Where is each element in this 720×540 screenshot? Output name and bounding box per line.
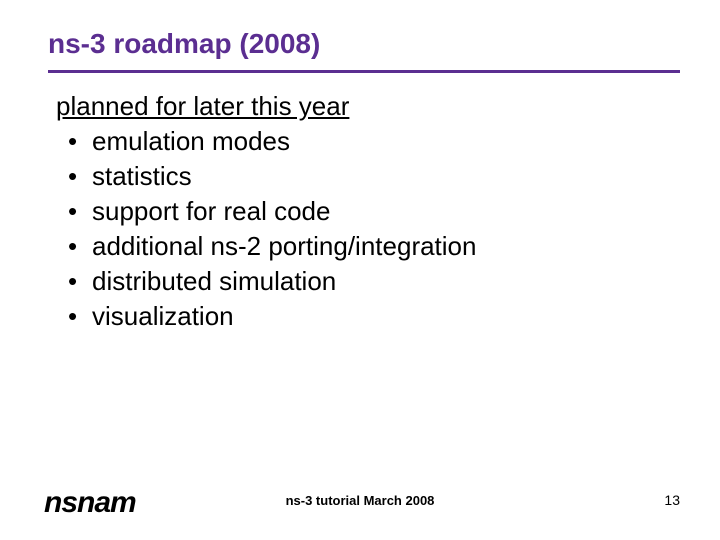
list-item: distributed simulation xyxy=(64,264,680,299)
list-item: statistics xyxy=(64,159,680,194)
footer-text: ns-3 tutorial March 2008 xyxy=(0,493,720,508)
list-item: support for real code xyxy=(64,194,680,229)
list-item: emulation modes xyxy=(64,124,680,159)
subheading: planned for later this year xyxy=(56,91,680,122)
list-item: visualization xyxy=(64,299,680,334)
slide-container: ns-3 roadmap (2008) planned for later th… xyxy=(0,0,720,540)
page-number: 13 xyxy=(664,492,680,508)
list-item: additional ns-2 porting/integration xyxy=(64,229,680,264)
slide-title: ns-3 roadmap (2008) xyxy=(48,28,680,60)
bullet-list: emulation modes statistics support for r… xyxy=(64,124,680,335)
title-divider xyxy=(48,70,680,73)
